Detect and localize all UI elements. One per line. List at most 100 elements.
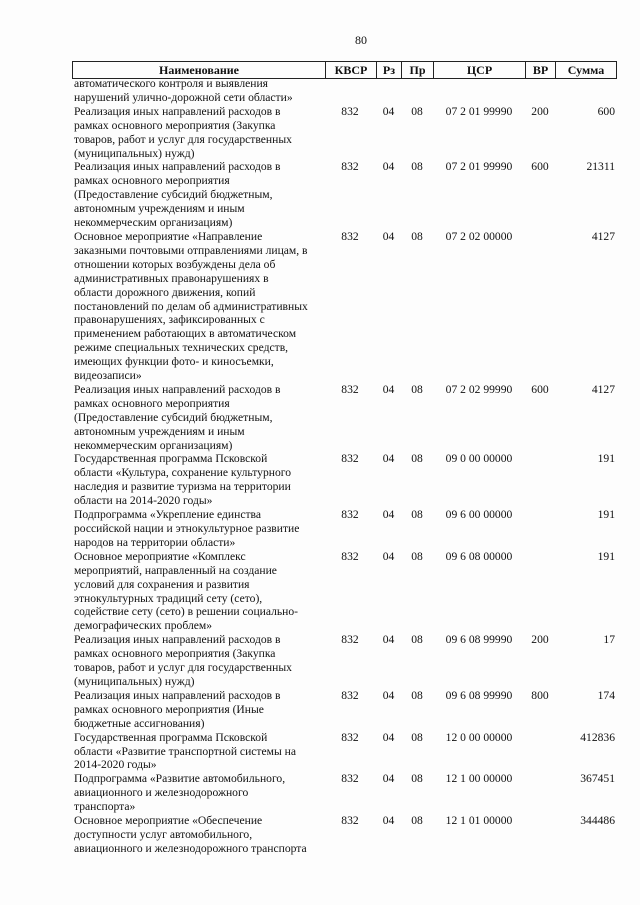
cell-rz: 04 xyxy=(382,508,395,522)
cell-csr: 07 2 01 99990 xyxy=(445,160,513,174)
name-line: народов на территории области» xyxy=(74,535,236,549)
cell-kvsr: 832 xyxy=(341,549,359,563)
name-line: видеозаписи» xyxy=(74,369,142,383)
cell-pr xyxy=(401,77,433,105)
header-csr: ЦСР xyxy=(433,61,526,79)
name-line: авиационного и железнодорожного xyxy=(74,786,249,800)
name-line: режиме специальных технических средств, xyxy=(74,341,289,355)
name-line: некоммерческим организациям) xyxy=(74,438,233,452)
name-line: рамках основного мероприятия xyxy=(74,174,230,188)
cell-kvsr xyxy=(324,77,376,105)
row-name: Государственная программа Псковской облас… xyxy=(72,452,324,508)
cell-kvsr: 832 xyxy=(341,160,359,174)
name-line: области дорожного движения, копий xyxy=(74,285,256,299)
name-line: Государственная программа Псковской xyxy=(74,452,268,466)
cell-kvsr: 832 xyxy=(341,814,359,828)
cell-vr xyxy=(525,230,555,383)
row-name: Основное мероприятие «Направление заказны… xyxy=(72,230,324,383)
cell-csr: 09 6 08 99990 xyxy=(445,633,513,647)
cell-rz: 04 xyxy=(382,382,395,396)
cell-sum: 174 xyxy=(597,688,615,702)
name-line: области на 2014-2020 годы» xyxy=(74,494,213,508)
cell-sum: 21311 xyxy=(586,160,615,174)
cell-vr xyxy=(525,731,555,773)
cell-pr: 08 xyxy=(411,382,423,396)
cell-kvsr: 832 xyxy=(341,229,359,243)
name-line: этнокультурных традиций сету (сето), xyxy=(74,591,263,605)
name-line: мероприятий, направленный на создание xyxy=(74,563,277,577)
cell-pr: 08 xyxy=(411,160,423,174)
name-line: заказными почтовыми отправлениями лицам,… xyxy=(74,243,308,257)
cell-vr: 800 xyxy=(531,688,549,702)
cell-csr: 09 6 08 99990 xyxy=(445,688,513,702)
name-line: рамках основного мероприятия (Иные xyxy=(74,702,264,716)
name-line: рамках основного мероприятия (Закупка xyxy=(74,118,276,132)
cell-rz xyxy=(376,77,401,105)
cell-pr: 08 xyxy=(411,633,423,647)
name-line: области «Культура, сохранение культурног… xyxy=(74,466,292,480)
name-line: Реализация иных направлений расходов в xyxy=(74,160,281,174)
cell-csr: 12 1 00 00000 xyxy=(445,772,513,786)
cell-vr: 600 xyxy=(531,382,549,396)
name-line: автономным учреждениям и иным xyxy=(74,202,245,216)
table-row: Реализация иных направлений расходов в ра… xyxy=(72,383,617,453)
name-line: отношении которых возбуждены дела об xyxy=(74,257,276,271)
name-line: автоматического контроля и выявления xyxy=(74,77,269,90)
cell-vr: 200 xyxy=(531,633,549,647)
cell-sum xyxy=(555,77,617,105)
name-line: Подпрограмма «Развитие автомобильного, xyxy=(74,772,286,786)
name-line: наследия и развитие туризма на территори… xyxy=(74,480,291,494)
table-row: Основное мероприятие «Направление заказны… xyxy=(72,230,617,383)
name-line: демографических проблем» xyxy=(74,619,213,633)
cell-kvsr: 832 xyxy=(341,688,359,702)
header-pr: Пр xyxy=(401,61,434,79)
cell-vr xyxy=(525,550,555,633)
header-kvsr: КВСР xyxy=(325,61,377,79)
cell-sum: 17 xyxy=(603,633,615,647)
cell-rz: 04 xyxy=(382,452,395,466)
table-row: Подпрограмма «Укрепление единства российс… xyxy=(72,508,617,550)
name-line: Государственная программа Псковской xyxy=(74,730,268,744)
cell-kvsr: 832 xyxy=(341,508,359,522)
row-name: Реализация иных направлений расходов в ра… xyxy=(72,160,324,230)
cell-vr xyxy=(525,772,555,814)
name-line: товаров, работ и услуг для государственн… xyxy=(74,132,292,146)
row-name: Подпрограмма «Развитие автомобильного, ав… xyxy=(72,772,324,814)
cell-sum: 4127 xyxy=(591,229,615,243)
cell-kvsr: 832 xyxy=(341,633,359,647)
cell-rz: 04 xyxy=(382,549,395,563)
name-line: имеющих функции фото- и киносъемки, xyxy=(74,355,274,369)
header-vr: ВР xyxy=(525,61,556,79)
row-name: Реализация иных направлений расходов в ра… xyxy=(72,633,324,689)
name-line: рамках основного мероприятия (Закупка xyxy=(74,647,276,661)
table-row: Реализация иных направлений расходов в ра… xyxy=(72,689,617,731)
name-line: применением работающих в автоматическом xyxy=(74,327,297,341)
cell-rz: 04 xyxy=(382,688,395,702)
name-line: бюджетные ассигнования) xyxy=(74,716,205,730)
cell-csr: 09 0 00 00000 xyxy=(445,452,513,466)
cell-kvsr: 832 xyxy=(341,382,359,396)
cell-rz: 04 xyxy=(382,730,395,744)
cell-csr: 07 2 02 99990 xyxy=(445,382,513,396)
cell-sum: 412836 xyxy=(580,730,615,744)
name-line: Реализация иных направлений расходов в xyxy=(74,104,281,118)
cell-pr: 08 xyxy=(411,452,423,466)
cell-csr: 12 0 00 00000 xyxy=(445,730,513,744)
name-line: Реализация иных направлений расходов в xyxy=(74,382,281,396)
header-name: Наименование xyxy=(72,61,326,79)
table-header: Наименование КВСР Рз Пр ЦСР ВР Сумма xyxy=(72,61,617,79)
cell-sum: 367451 xyxy=(580,772,615,786)
row-name: автоматического контроля и выявления нару… xyxy=(72,77,324,105)
name-line: Реализация иных направлений расходов в xyxy=(74,688,281,702)
name-line: товаров, работ и услуг для государственн… xyxy=(74,661,292,675)
name-line: постановлений по делам об административн… xyxy=(74,299,308,313)
name-line: доступности услуг автомобильного, xyxy=(74,827,253,841)
cell-rz: 04 xyxy=(382,104,395,118)
cell-pr: 08 xyxy=(411,730,423,744)
table-row: Реализация иных направлений расходов в ра… xyxy=(72,160,617,230)
name-line: (Предоставление субсидий бюджетным, xyxy=(74,410,273,424)
name-line: содействие сету (сето) в решении социаль… xyxy=(74,605,299,619)
name-line: условий для сохранения и развития xyxy=(74,577,250,591)
table-row: Государственная программа Псковской облас… xyxy=(72,731,617,773)
